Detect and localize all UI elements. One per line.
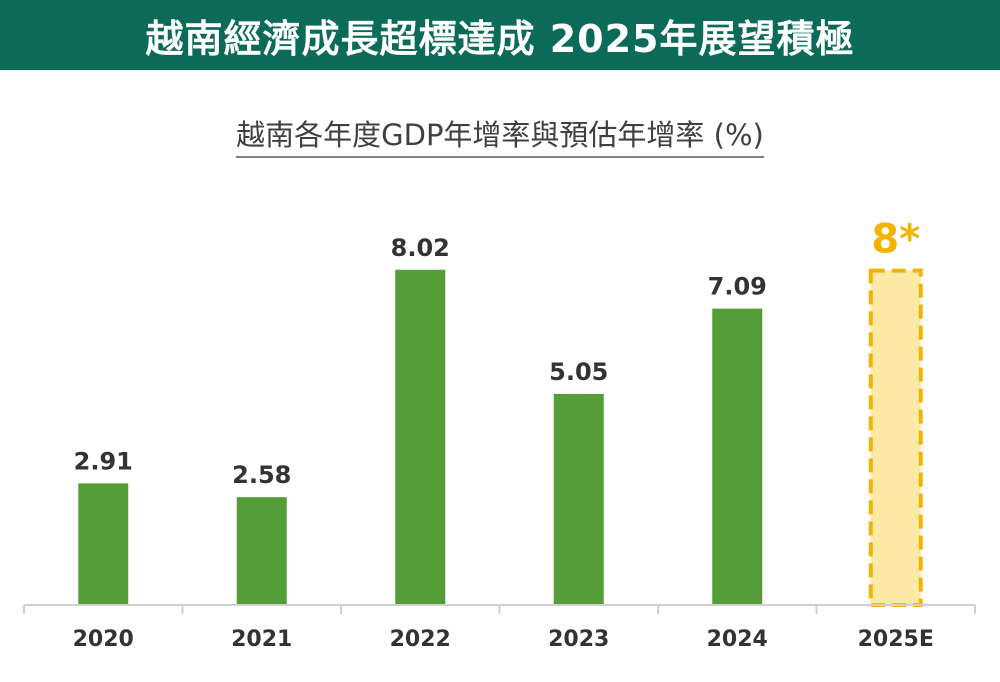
value-labels: 2.91 2.58 8.02 5.05 7.09 8* bbox=[74, 217, 921, 490]
value-label: 2.91 bbox=[74, 447, 133, 475]
bar bbox=[712, 308, 763, 605]
x-tick-label: 2022 bbox=[390, 627, 451, 652]
x-tick-label: 2021 bbox=[231, 627, 292, 652]
x-tick-label: 2024 bbox=[707, 627, 768, 652]
bar bbox=[78, 483, 129, 605]
value-label-estimate: 8* bbox=[871, 217, 920, 263]
bar-group bbox=[78, 268, 923, 607]
x-axis bbox=[23, 604, 976, 614]
chart-subtitle-wrap: 越南各年度GDP年增率與預估年增率 (%) bbox=[0, 112, 1000, 158]
bar-estimate bbox=[868, 268, 923, 607]
bar bbox=[236, 497, 287, 605]
value-label: 8.02 bbox=[391, 234, 450, 262]
x-tick-label: 2020 bbox=[73, 627, 134, 652]
chart-title: 越南各年度GDP年增率與預估年增率 (%) bbox=[236, 112, 764, 158]
value-label: 5.05 bbox=[549, 358, 608, 386]
title-banner: 越南經濟成長超標達成 2025年展望積極 bbox=[0, 0, 1000, 70]
x-tick-label: 2023 bbox=[548, 627, 609, 652]
x-tick-label: 2025E bbox=[858, 627, 934, 652]
value-label: 2.58 bbox=[232, 461, 291, 489]
x-tick-labels: 2020 2021 2022 2023 2024 2025E bbox=[73, 627, 934, 652]
page-title: 越南經濟成長超標達成 2025年展望積極 bbox=[145, 16, 855, 61]
value-label: 7.09 bbox=[708, 273, 767, 301]
bar bbox=[553, 393, 604, 605]
bar bbox=[395, 269, 446, 605]
